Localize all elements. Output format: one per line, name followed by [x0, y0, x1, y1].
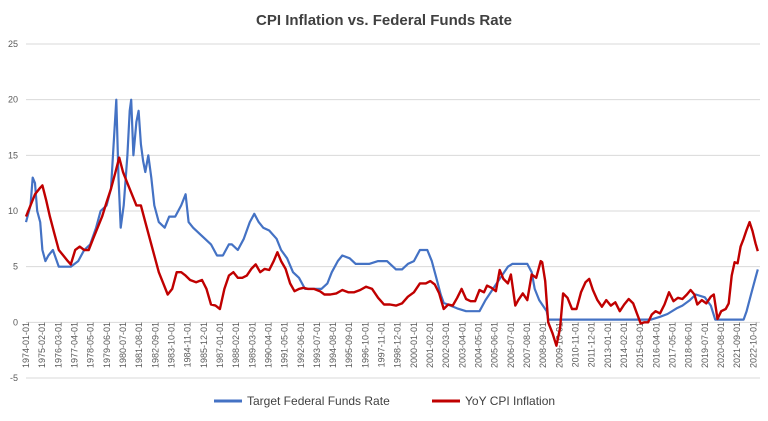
x-tick-label: 2000-01-01 [409, 322, 419, 368]
x-tick-label: 1984-11-01 [183, 322, 193, 367]
y-tick-label: 0 [13, 317, 18, 327]
x-tick-label: 1981-08-01 [134, 322, 144, 368]
x-tick-label: 2019-07-01 [700, 322, 710, 368]
x-tick-label: 1983-10-01 [166, 322, 176, 368]
x-tick-label: 2006-07-01 [506, 322, 516, 368]
x-tick-label: 2018-06-01 [684, 322, 694, 368]
x-tick-label: 2002-03-01 [441, 322, 451, 368]
x-tick-label: 1989-03-01 [247, 322, 257, 368]
y-tick-label: -5 [10, 373, 18, 383]
y-axis-ticks: -5 0 5 10 15 20 25 [8, 39, 18, 383]
x-tick-label: 1997-11-01 [377, 322, 387, 367]
x-tick-label: 2010-11-01 [571, 322, 581, 367]
x-tick-label: 1975-02-01 [37, 322, 47, 368]
x-tick-label: 1990-04-01 [263, 322, 273, 368]
chart-title: CPI Inflation vs. Federal Funds Rate [256, 12, 512, 29]
y-tick-label: 10 [8, 206, 18, 216]
x-tick-label: 1992-06-01 [296, 322, 306, 368]
x-tick-label: 1979-06-01 [102, 322, 112, 368]
x-tick-label: 1980-07-01 [118, 322, 128, 368]
y-tick-label: 20 [8, 95, 18, 105]
x-tick-label: 1987-01-01 [215, 322, 225, 368]
x-tick-label: 2001-02-01 [425, 322, 435, 368]
y-tick-label: 5 [13, 262, 18, 272]
x-tick-label: 1996-10-01 [360, 322, 370, 368]
x-tick-label: 1976-03-01 [53, 322, 63, 368]
x-tick-label: 1982-09-01 [150, 322, 160, 368]
x-tick-label: 2005-06-01 [490, 322, 500, 368]
legend-label-yoy-cpi-inflation: YoY CPI Inflation [465, 394, 555, 408]
x-tick-label: 2013-01-01 [603, 322, 613, 368]
y-tick-label: 25 [8, 39, 18, 49]
x-tick-label: 2007-08-01 [522, 322, 532, 368]
x-tick-label: 2020-08-01 [716, 322, 726, 368]
x-tick-label: 1994-08-01 [328, 322, 338, 368]
x-tick-label: 2015-03-01 [635, 322, 645, 368]
x-axis-ticks: 1974-01-01 1975-02-01 1976-03-01 1977-04-01… [21, 322, 758, 368]
x-tick-label: 2014-02-01 [619, 322, 629, 368]
legend: Target Federal Funds Rate YoY CPI Inflat… [214, 394, 555, 408]
x-tick-label: 1995-09-01 [344, 322, 354, 368]
x-tick-label: 2021-09-01 [732, 322, 742, 368]
x-tick-label: 2004-05-01 [474, 322, 484, 368]
series-line-target-federal-funds-rate [24, 98, 759, 321]
x-tick-label: 1977-04-01 [69, 322, 79, 368]
x-tick-label: 2022-10-01 [748, 322, 758, 368]
x-tick-label: 1978-05-01 [86, 322, 96, 368]
x-tick-label: 2003-04-01 [457, 322, 467, 368]
x-tick-label: 2011-12-01 [587, 322, 597, 367]
x-tick-label: 1988-02-01 [231, 322, 241, 368]
x-tick-label: 1974-01-01 [21, 322, 31, 368]
y-tick-label: 15 [8, 150, 18, 160]
x-tick-label: 2016-04-01 [651, 322, 661, 368]
x-tick-label: 1993-07-01 [312, 322, 322, 368]
series-line-yoy-cpi-inflation [24, 156, 759, 347]
series-lines [24, 98, 759, 347]
x-tick-label: 1985-12-01 [199, 322, 209, 368]
x-tick-label: 2017-05-01 [667, 322, 677, 368]
legend-label-target-federal-funds-rate: Target Federal Funds Rate [247, 394, 390, 408]
x-tick-label: 1991-05-01 [280, 322, 290, 368]
x-tick-label: 2008-09-01 [538, 322, 548, 368]
x-tick-label: 1998-12-01 [393, 322, 403, 368]
x-tick-label: 2009-10-01 [554, 322, 564, 368]
